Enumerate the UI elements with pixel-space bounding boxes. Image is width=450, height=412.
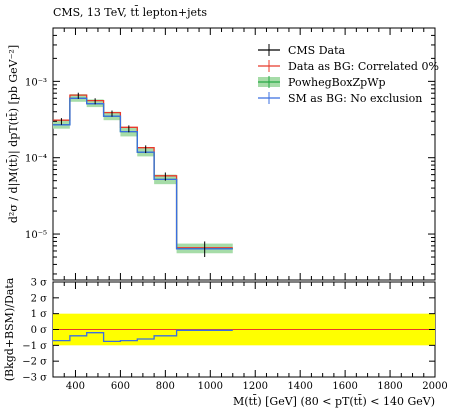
ratio-x-tick-label: 1400 — [287, 381, 312, 392]
ratio-y-tick-label: −1 σ — [22, 341, 47, 352]
main-plot: 10⁻⁵ 10⁻⁴ 10⁻³ d²σ / d|M(tt̄)| dpT(tt̄) [p… — [7, 27, 436, 281]
ratio-x-tick-group: 400 600 800 1000 1200 1400 1600 1800 2000 — [52, 282, 448, 392]
ratio-x-tick-label: 800 — [156, 381, 175, 392]
ratio-y-tick-label: 0 σ — [31, 325, 48, 336]
legend-label: SM as BG: No exclusion — [288, 92, 422, 105]
legend-entry: SM as BG: No exclusion — [258, 92, 422, 105]
x-axis-label: M(tt̄) [GeV] (80 < pT(tt̄) < 140 GeV) — [233, 395, 435, 408]
ratio-y-tick-label: 3 σ — [31, 278, 48, 289]
legend-label: CMS Data — [288, 44, 346, 57]
main-y-tick-group: 10⁻⁵ 10⁻⁴ 10⁻³ — [25, 27, 435, 275]
legend: CMS Data Data as BG: Correlated 0% PowhegB… — [258, 44, 439, 105]
ratio-x-tick-label: 1600 — [332, 381, 357, 392]
ratio-y-tick-label: −2 σ — [22, 357, 47, 368]
main-y-axis-label: d²σ / d|M(tt̄)| dpT(tt̄) [pb GeV⁻²] — [7, 45, 21, 223]
main-plot-frame — [52, 27, 436, 281]
legend-label: PowhegBoxZpWp — [288, 76, 386, 89]
ratio-y-tick-label: −3 σ — [22, 373, 47, 384]
header-group: CMS, 13 TeV, tt̄ lepton+jets — [53, 6, 207, 19]
main-y-tick-label: 10⁻⁵ — [25, 230, 47, 241]
ratio-x-tick-label: 2000 — [422, 381, 447, 392]
ratio-x-tick-label: 1000 — [198, 381, 223, 392]
legend-entry: CMS Data — [258, 44, 346, 57]
ratio-x-tick-label: 1800 — [377, 381, 402, 392]
ratio-plot: −3 σ −2 σ −1 σ 0 σ 1 σ 2 σ 3 σ 400 600 800 1000 12… — [3, 277, 448, 392]
main-y-tick-label: 10⁻³ — [25, 77, 47, 88]
main-y-tick-label: 10⁻⁴ — [25, 154, 47, 165]
ratio-series-group — [53, 329, 233, 343]
main-x-tick-group — [52, 28, 436, 280]
ratio-x-tick-label: 1200 — [243, 381, 268, 392]
legend-entry: Data as BG: Correlated 0% — [258, 60, 439, 73]
ratio-y-tick-group: −3 σ −2 σ −1 σ 0 σ 1 σ 2 σ 3 σ — [22, 278, 435, 384]
ratio-y-tick-label: 2 σ — [31, 293, 48, 304]
ratio-y-axis-label: (Bkgd+BSM)/Data — [3, 277, 16, 381]
chart-title: CMS, 13 TeV, tt̄ lepton+jets — [53, 6, 207, 19]
data-point-group — [60, 92, 206, 258]
ratio-x-tick-label: 600 — [111, 381, 130, 392]
ratio-x-tick-label: 400 — [66, 381, 85, 392]
legend-entry: PowhegBoxZpWp — [258, 76, 386, 89]
legend-label: Data as BG: Correlated 0% — [288, 60, 439, 73]
ratio-y-tick-label: 1 σ — [31, 309, 48, 320]
ratio-series-line — [53, 329, 233, 343]
